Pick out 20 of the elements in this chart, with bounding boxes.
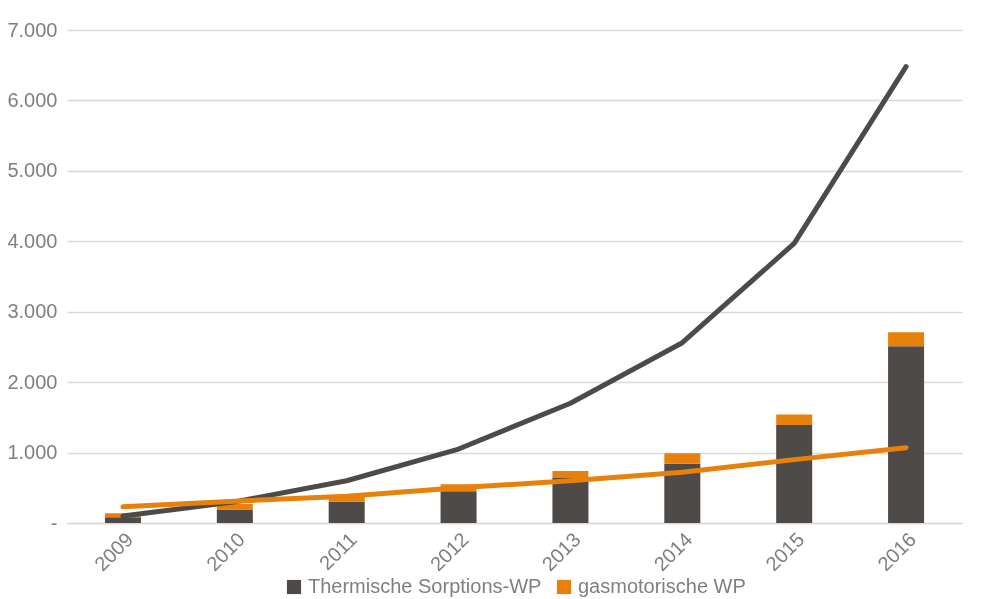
bar: [552, 470, 589, 478]
bar: [216, 509, 253, 523]
legend-label: Thermische Sorptions-WP: [308, 575, 542, 597]
legend-label: gasmotorische WP: [578, 575, 746, 597]
y-tick-label: 5.000: [7, 159, 58, 182]
bar: [776, 425, 813, 523]
y-tick-label: 7.000: [7, 18, 58, 41]
bar: [776, 414, 813, 426]
bar: [440, 491, 477, 523]
bar: [888, 332, 925, 347]
bar: [664, 463, 701, 523]
bar: [888, 346, 925, 523]
bar: [328, 501, 365, 523]
y-tick-label: 2.000: [7, 370, 58, 393]
y-tick-label: 4.000: [7, 229, 58, 252]
y-tick-label: 3.000: [7, 300, 58, 323]
bar: [664, 453, 701, 464]
y-tick-label: -: [50, 511, 58, 534]
y-tick-label: 6.000: [7, 88, 58, 111]
y-tick-label: 1.000: [7, 441, 58, 464]
